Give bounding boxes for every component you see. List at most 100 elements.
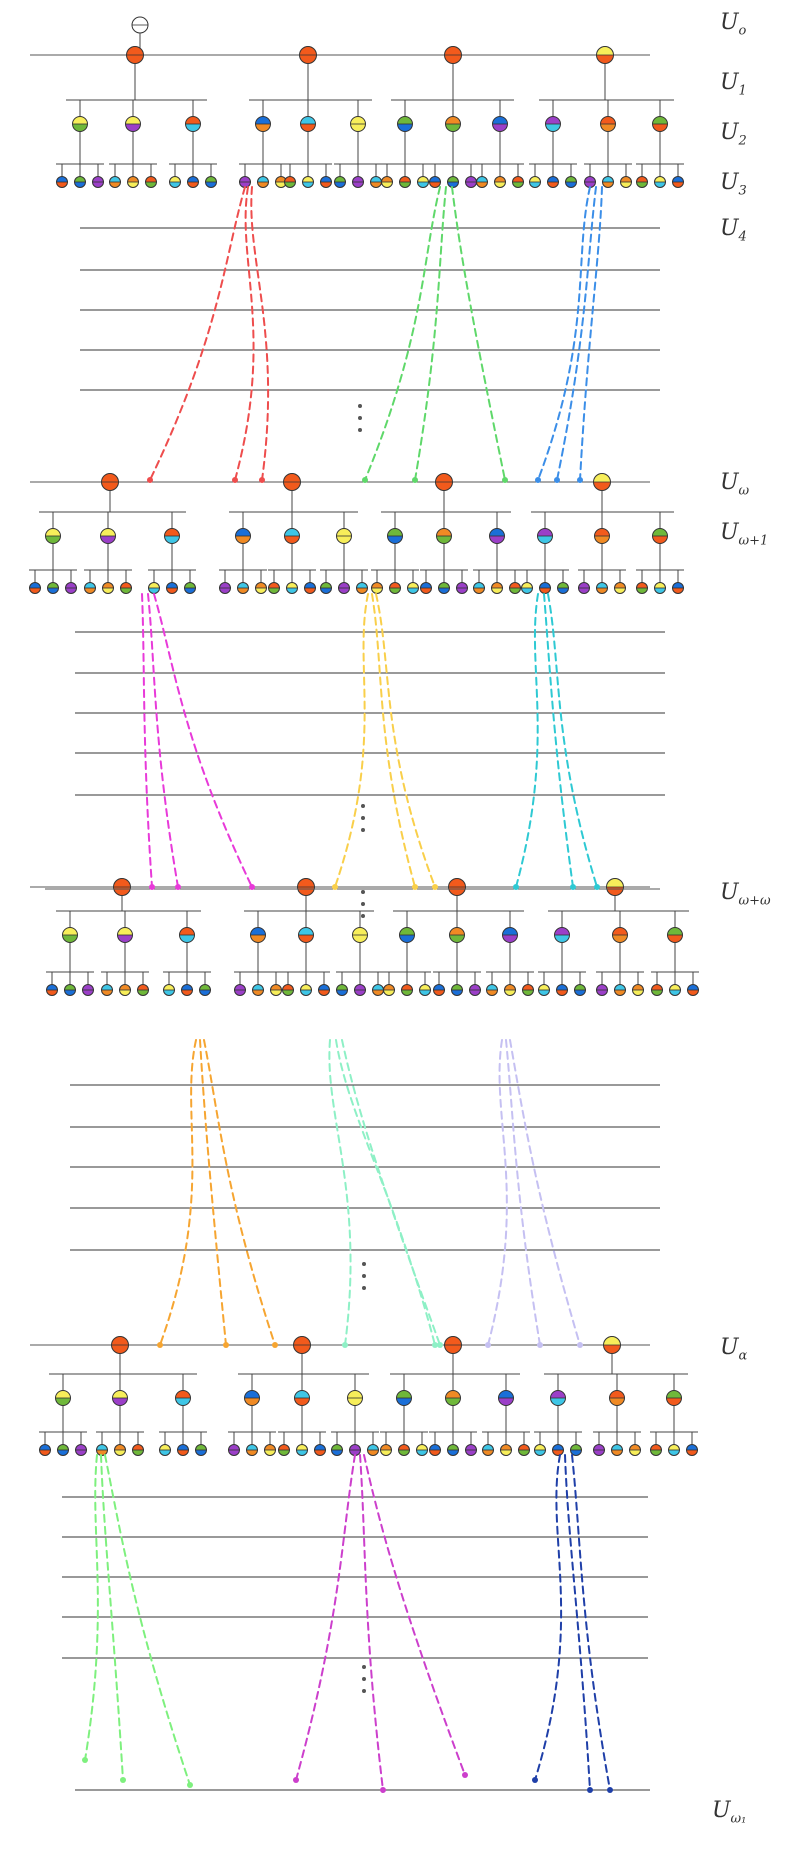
block-omegaomega-node-level2-0-2 <box>179 927 195 943</box>
block-omega-node-level2-1-0 <box>235 528 251 544</box>
thread-endpoint-5 <box>502 477 508 483</box>
node-top-half <box>686 1444 698 1450</box>
block-omegaomega-node-level2-1-1 <box>298 927 314 943</box>
node-top-half <box>101 473 119 482</box>
node-top-half <box>611 1444 623 1450</box>
node-top-half <box>509 582 521 588</box>
block-omegaomega-leaf-node-3 <box>101 984 113 996</box>
level-label-u0: Uo <box>720 10 747 39</box>
node-top-half <box>636 582 648 588</box>
node-top-half <box>401 984 413 990</box>
node-top-half <box>367 1444 379 1450</box>
node-top-half <box>614 582 626 588</box>
node-bottom-half <box>550 1398 566 1406</box>
node-top-half <box>84 582 96 588</box>
block-omega-node-level2-2-2 <box>489 528 505 544</box>
block-omega-leaf-node-21 <box>420 582 432 594</box>
node-top-half <box>672 176 684 182</box>
node-top-half <box>302 176 314 182</box>
node-top-half <box>565 176 577 182</box>
node-bottom-half <box>672 182 684 188</box>
block-omegaomega-leaf-node-0 <box>46 984 58 996</box>
node-bottom-half <box>545 124 561 132</box>
node-bottom-half <box>436 536 452 544</box>
thread-endpoint-2 <box>259 477 265 483</box>
node-bottom-half <box>578 588 590 594</box>
block-alpha-leaf-node-22 <box>447 1444 459 1456</box>
node-top-half <box>331 1444 343 1450</box>
node-top-half <box>195 1444 207 1450</box>
block-omegaomega-leaf-node-29 <box>574 984 586 996</box>
node-bottom-half <box>518 1450 530 1456</box>
block-alpha-node-level2-0-0 <box>55 1390 71 1406</box>
dashed-thread-13 <box>371 593 416 888</box>
node-bottom-half <box>629 1450 641 1456</box>
node-bottom-half <box>445 1398 461 1406</box>
node-bottom-half <box>387 536 403 544</box>
block-omega-leaf-node-22 <box>438 582 450 594</box>
node-bottom-half <box>166 588 178 594</box>
node-bottom-half <box>65 588 77 594</box>
block-alpha-leaf-node-13 <box>296 1444 308 1456</box>
node-bottom-half <box>300 990 312 996</box>
block-alpha-node-level2-2-1 <box>445 1390 461 1406</box>
node-top-half <box>352 176 364 182</box>
node-top-half <box>652 116 668 124</box>
node-bottom-half <box>286 588 298 594</box>
node-bottom-half <box>529 182 541 188</box>
level-label-u-alpha: Uα <box>720 1335 748 1364</box>
node-top-half <box>299 46 317 55</box>
block-omegaomega-leaf-node-8 <box>199 984 211 996</box>
dashed-thread-27 <box>84 1454 99 1761</box>
thread-endpoint-29 <box>187 1782 193 1788</box>
node-bottom-half <box>451 990 463 996</box>
block-omega-node-level2-1-2 <box>336 528 352 544</box>
node-top-half <box>169 176 181 182</box>
block-alpha-node-level2-1-0 <box>244 1390 260 1406</box>
node-bottom-half <box>486 990 498 996</box>
node-top-half <box>521 582 533 588</box>
block-alpha-leaf-node-26 <box>518 1444 530 1456</box>
node-top-half <box>447 176 459 182</box>
node-top-half <box>356 582 368 588</box>
node-top-half <box>557 582 569 588</box>
node-bottom-half <box>268 588 280 594</box>
block-omegaomega-node-level2-1-0 <box>250 927 266 943</box>
block-omegaomega-leaf-node-13 <box>300 984 312 996</box>
thread-endpoint-32 <box>462 1772 468 1778</box>
thread-endpoint-14 <box>432 884 438 890</box>
node-bottom-half <box>184 588 196 594</box>
node-top-half <box>113 878 131 887</box>
node-top-half <box>119 984 131 990</box>
node-bottom-half <box>473 588 485 594</box>
node-top-half <box>177 1444 189 1450</box>
node-top-half <box>334 176 346 182</box>
node-top-half <box>451 984 463 990</box>
block-omega-leaf-node-11 <box>255 582 267 594</box>
block-omegaomega-leaf-node-33 <box>651 984 663 996</box>
block0-leaf-node-9 <box>239 176 251 188</box>
node-bottom-half <box>55 1398 71 1406</box>
node-top-half <box>264 1444 276 1450</box>
node-bottom-half <box>169 182 181 188</box>
thread-endpoint-7 <box>554 477 560 483</box>
node-top-half <box>449 927 465 935</box>
block0-leaf-node-17 <box>370 176 382 188</box>
node-bottom-half <box>596 55 614 64</box>
block-alpha-node-level1-2 <box>444 1336 462 1354</box>
node-bottom-half <box>593 482 611 491</box>
block-omega-node-level2-3-2 <box>652 528 668 544</box>
node-top-half <box>529 176 541 182</box>
node-bottom-half <box>593 1450 605 1456</box>
node-bottom-half <box>594 536 610 544</box>
thread-endpoint-19 <box>223 1342 229 1348</box>
node-bottom-half <box>163 990 175 996</box>
level-label-u-omega-plus-1: Uω+1 <box>720 520 769 549</box>
node-bottom-half <box>331 1450 343 1456</box>
node-top-half <box>120 582 132 588</box>
node-bottom-half <box>283 482 301 491</box>
block-alpha-leaf-node-6 <box>159 1444 171 1456</box>
node-bottom-half <box>620 182 632 188</box>
node-bottom-half <box>491 588 503 594</box>
node-top-half <box>45 528 61 536</box>
